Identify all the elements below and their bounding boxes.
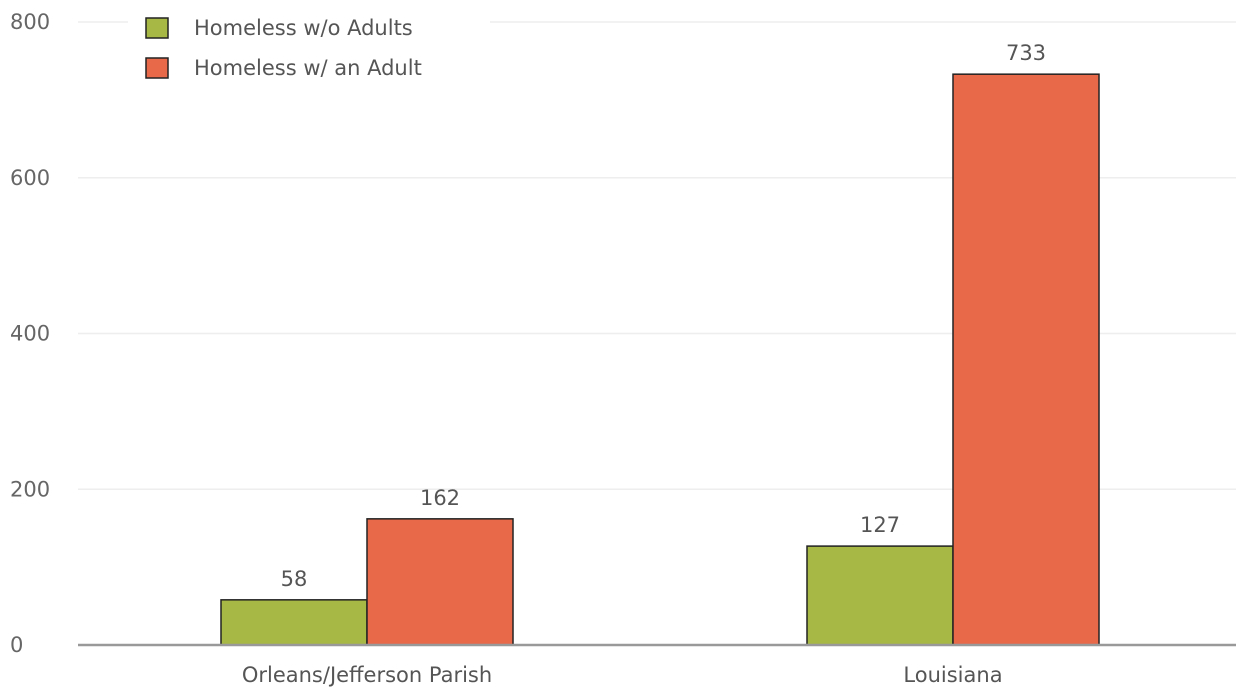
data-labels: 58 162 127 733 — [281, 41, 1046, 591]
bar-value-label: 58 — [281, 567, 308, 591]
bar-without-adults[interactable] — [806, 545, 954, 646]
x-category-label: Orleans/Jefferson Parish — [242, 663, 492, 687]
y-tick-label: 800 — [10, 10, 50, 34]
bar-value-label: 733 — [1006, 41, 1046, 65]
legend[interactable]: Homeless w/o Adults Homeless w/ an Adult — [128, 6, 490, 90]
bar-value-label: 127 — [860, 513, 900, 537]
x-category-label: Louisiana — [903, 663, 1002, 687]
bar-without-adults[interactable] — [220, 599, 368, 646]
y-tick-label: 0 — [10, 633, 23, 657]
legend-swatch[interactable] — [145, 17, 169, 39]
y-tick-label: 400 — [10, 322, 50, 346]
legend-background — [128, 6, 490, 90]
y-tick-label: 600 — [10, 166, 50, 190]
legend-label[interactable]: Homeless w/o Adults — [194, 16, 413, 40]
y-tick-label: 200 — [10, 477, 50, 501]
x-axis-category-labels: Orleans/Jefferson Parish Louisiana — [242, 663, 1003, 687]
bar-with-adult[interactable] — [952, 73, 1100, 646]
legend-label[interactable]: Homeless w/ an Adult — [194, 56, 422, 80]
y-axis-tick-labels: 0 200 400 600 800 — [10, 10, 50, 657]
bar-with-adult[interactable] — [366, 518, 514, 646]
bar-value-label: 162 — [420, 486, 460, 510]
bars — [220, 73, 1100, 646]
legend-swatch[interactable] — [145, 57, 169, 79]
